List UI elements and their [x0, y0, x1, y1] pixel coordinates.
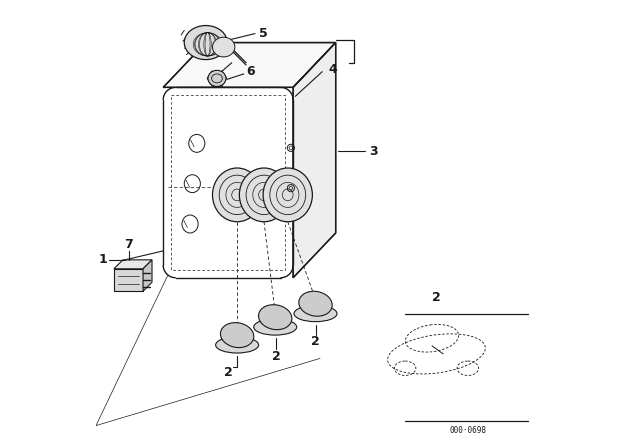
Ellipse shape [294, 306, 337, 322]
Text: 2: 2 [432, 291, 441, 305]
Text: 3: 3 [369, 145, 378, 158]
Ellipse shape [184, 26, 227, 60]
Text: 2: 2 [311, 335, 320, 348]
Text: 000·0698: 000·0698 [449, 426, 486, 435]
Polygon shape [114, 269, 143, 291]
Ellipse shape [239, 168, 289, 222]
Polygon shape [143, 260, 152, 291]
Polygon shape [114, 260, 152, 269]
Text: 6: 6 [246, 65, 255, 78]
Ellipse shape [220, 323, 254, 348]
Text: 2: 2 [272, 349, 280, 363]
Polygon shape [293, 43, 336, 278]
Text: 2: 2 [224, 366, 232, 379]
Ellipse shape [208, 70, 226, 86]
Ellipse shape [253, 319, 297, 335]
Text: 5: 5 [259, 27, 268, 40]
Text: 4: 4 [328, 63, 337, 76]
Polygon shape [163, 43, 336, 87]
Ellipse shape [263, 168, 312, 222]
Text: 1: 1 [99, 253, 107, 267]
Ellipse shape [212, 168, 262, 222]
Ellipse shape [259, 305, 292, 330]
Text: 7: 7 [124, 237, 133, 251]
Ellipse shape [216, 337, 259, 353]
Ellipse shape [299, 291, 332, 316]
Ellipse shape [212, 37, 235, 57]
